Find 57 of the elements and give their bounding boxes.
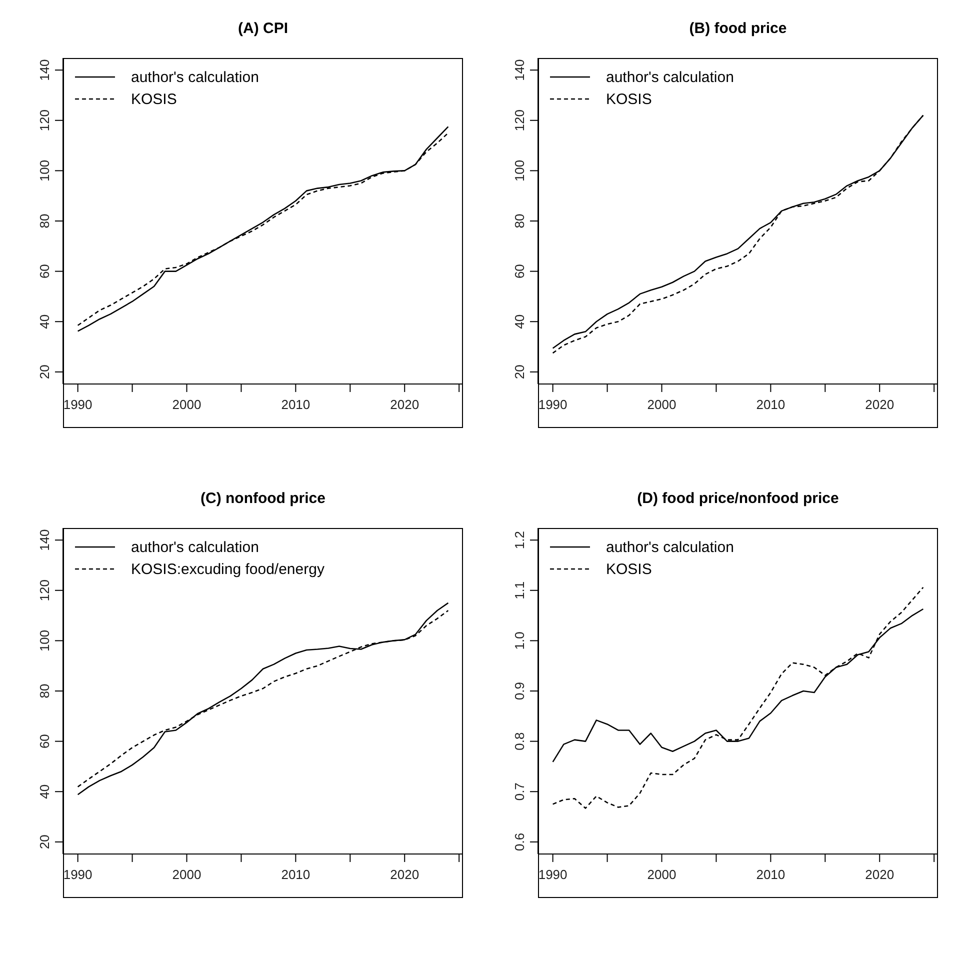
x-tick-label: 1990 — [538, 397, 568, 412]
y-tick-label: 120 — [37, 110, 52, 132]
legend-label: KOSIS — [131, 90, 177, 108]
y-tick-label: 120 — [512, 110, 527, 132]
chart-title: (B) food price — [688, 20, 788, 37]
y-tick-label: 140 — [512, 59, 527, 81]
x-tick-label: 2020 — [390, 867, 420, 882]
x-tick-label: 1990 — [538, 867, 568, 882]
y-tick-label: 0.8 — [512, 732, 527, 750]
y-tick-label: 0.6 — [512, 832, 527, 851]
y-tick-label: 140 — [37, 59, 52, 81]
x-tick-label: 2010 — [281, 397, 310, 412]
y-tick-label: 20 — [512, 364, 527, 380]
y-tick-label: 140 — [37, 529, 52, 551]
y-tick-label: 20 — [37, 834, 52, 850]
y-tick-label: 40 — [37, 784, 52, 799]
y-tick-label: 60 — [512, 264, 527, 279]
legend-label: KOSIS — [606, 560, 652, 578]
x-tick-label: 1990 — [63, 867, 92, 882]
chart-title: (D) food price/nonfood price — [636, 490, 840, 507]
legend-label: author's calculation — [606, 68, 734, 86]
x-tick-label: 1990 — [63, 397, 92, 412]
x-tick-label: 2000 — [647, 867, 676, 882]
y-tick-label: 60 — [37, 734, 52, 749]
legend-label: author's calculation — [131, 68, 259, 86]
chart-title: (A) CPI — [237, 20, 289, 37]
x-tick-label: 2010 — [756, 867, 786, 882]
line-series — [552, 586, 924, 809]
x-tick-label: 2000 — [172, 867, 202, 882]
y-tick-label: 40 — [512, 314, 527, 329]
x-tick-label: 2020 — [865, 397, 894, 412]
y-tick-label: 0.7 — [512, 782, 527, 801]
y-tick-label: 80 — [37, 214, 52, 228]
legend-label: KOSIS — [606, 90, 652, 108]
y-tick-label: 40 — [37, 314, 52, 329]
y-tick-label: 1.0 — [512, 632, 527, 650]
y-tick-label: 100 — [37, 160, 52, 182]
x-tick-label: 2000 — [647, 397, 676, 412]
y-tick-label: 20 — [37, 364, 52, 380]
x-tick-label: 2000 — [172, 397, 202, 412]
y-tick-label: 120 — [37, 580, 52, 602]
y-tick-label: 80 — [37, 684, 52, 698]
y-tick-label: 0.9 — [512, 682, 527, 700]
x-tick-label: 2010 — [756, 397, 786, 412]
y-tick-label: 1.2 — [512, 531, 527, 550]
chart-title: (C) nonfood price — [200, 490, 326, 507]
x-tick-label: 2020 — [390, 397, 420, 412]
x-tick-label: 2020 — [865, 867, 894, 882]
legend-label: author's calculation — [131, 538, 259, 556]
y-tick-label: 80 — [512, 214, 527, 228]
y-tick-label: 100 — [512, 160, 527, 182]
y-tick-label: 60 — [37, 264, 52, 279]
legend-label: KOSIS:excuding food/energy — [131, 560, 324, 578]
y-tick-label: 100 — [37, 630, 52, 652]
x-tick-label: 2010 — [281, 867, 310, 882]
y-tick-label: 1.1 — [512, 581, 527, 600]
legend-label: author's calculation — [606, 538, 734, 556]
